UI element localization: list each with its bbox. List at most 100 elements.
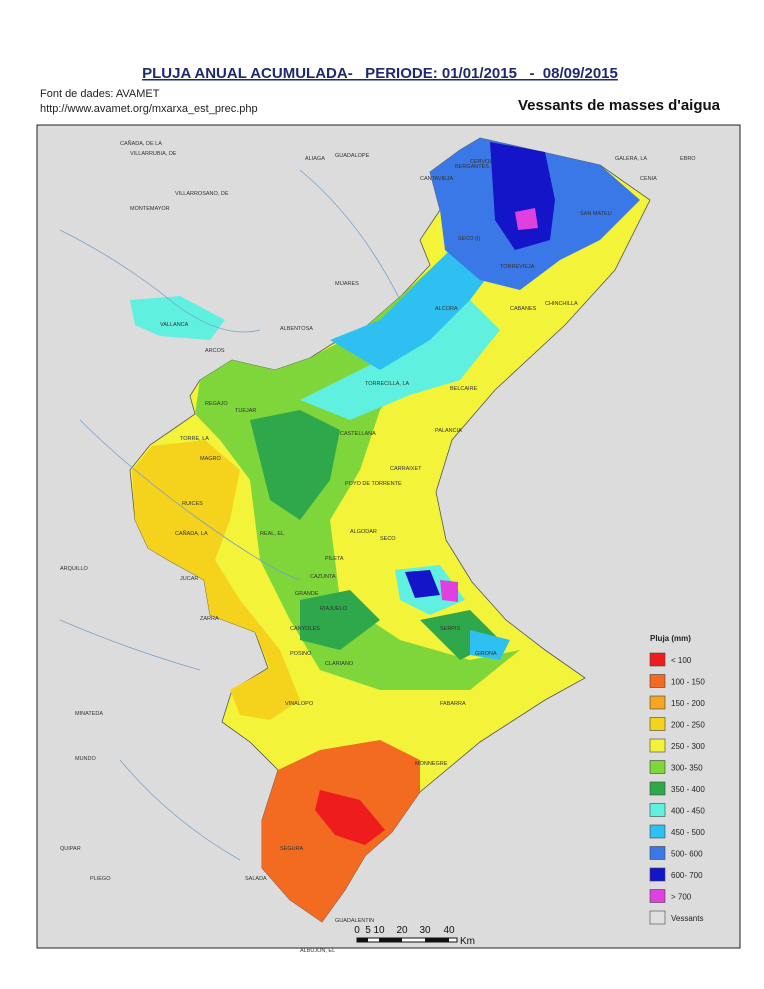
river	[79, 419, 301, 581]
place-label: ALBUJON, EL	[300, 948, 335, 954]
place-label: SECO (I)	[458, 236, 480, 242]
legend-label: 150 - 200	[671, 699, 705, 708]
place-label: VILLARROSANO, DE	[175, 191, 229, 197]
place-label: MUNDO	[75, 756, 96, 762]
place-label: CASTELLANA	[340, 431, 376, 437]
legend-swatch	[649, 652, 666, 667]
legend-label: 200 - 250	[671, 721, 705, 730]
legend-label: Vessants	[671, 914, 703, 923]
legend-label: 400 - 450	[671, 807, 705, 816]
place-label: ALCORA	[435, 306, 458, 312]
legend-label: 450 - 500	[671, 828, 705, 837]
place-label: CHINCHILLA	[545, 301, 578, 307]
rainfall-zone	[315, 790, 385, 845]
place-label: VILLARRUBIA, DE	[130, 151, 177, 157]
place-label: POYO DE TORRENTE	[345, 481, 402, 487]
place-label: TUEJAR	[235, 408, 256, 414]
place-label: GALERA, LA	[615, 156, 647, 162]
rainfall-zone	[130, 296, 500, 615]
scale-bar: 0 5 10 20 30 40 Km	[354, 925, 475, 947]
legend-label: 250 - 300	[671, 742, 705, 751]
place-label: TORRE, LA	[180, 436, 209, 442]
place-label: VINALOPO	[285, 701, 314, 707]
rivers	[59, 169, 401, 861]
place-label: TORRECILLA, LA	[365, 381, 410, 387]
place-label: BELCAIRE	[450, 386, 478, 392]
place-label: CANYOLES	[290, 626, 320, 632]
legend-label: 600- 700	[671, 871, 703, 880]
place-label: CANTAVIEJA	[420, 176, 453, 182]
place-label: VALLANCA	[160, 322, 189, 328]
scale-tick-label: 0	[354, 925, 360, 936]
legend-label: < 100	[671, 656, 692, 665]
rainfall-zone	[250, 410, 500, 660]
scale-tick-label: 30	[419, 925, 431, 936]
scale-tick-label: 10	[373, 925, 385, 936]
place-label: CARRAIXET	[390, 466, 422, 472]
rainfall-zone	[330, 240, 510, 660]
legend-label: > 700	[671, 893, 692, 902]
legend-swatch	[649, 781, 666, 796]
legend-label: 500- 600	[671, 850, 703, 859]
scale-bar-segment	[425, 938, 449, 942]
legend-label: 300- 350	[671, 764, 703, 773]
scale-tick-label: 40	[443, 925, 455, 936]
place-label: CERVOL	[470, 159, 493, 165]
legend-swatch	[649, 867, 666, 882]
place-label: CAÑADA, LA	[175, 530, 208, 537]
place-label: RUICES	[182, 501, 203, 507]
place-label: MONNEGRE	[415, 761, 448, 767]
place-label: SECO	[380, 536, 396, 542]
place-labels: CAÑADA, DE LA VILLARRUBIA, DE ALIAGA GUADAL…	[60, 140, 696, 954]
place-label: SAN MATEU	[580, 211, 612, 217]
rainfall-zone	[195, 260, 520, 690]
legend-swatch	[649, 760, 666, 774]
rainfall-zone	[405, 142, 555, 598]
place-label: GUADALOPE	[335, 153, 370, 159]
place-label: TORREVIEJA	[500, 264, 535, 270]
place-label: SEGURA	[280, 846, 304, 852]
place-label: ARCOS	[205, 348, 225, 354]
place-label: CENIA	[640, 176, 657, 182]
place-label: ZARRA	[200, 616, 219, 622]
place-label: RIAJUELO	[320, 606, 348, 612]
place-label: CAÑADA, DE LA	[120, 140, 162, 147]
legend-swatch	[649, 846, 666, 860]
river	[59, 619, 201, 671]
place-label: ALGODAR	[350, 529, 377, 535]
place-label: ARQUILLO	[60, 566, 89, 572]
place-label: PLIEGO	[90, 876, 111, 882]
place-label: MIJARES	[335, 281, 359, 287]
place-label: FABARRA	[440, 701, 466, 707]
legend-swatch	[649, 717, 666, 731]
place-label: PILETA	[325, 556, 344, 562]
title: PLUJA ANUAL ACUMULADA- PERIODE: 01/01/20…	[142, 65, 618, 82]
place-label: PALANCIA	[435, 428, 462, 434]
url: http://www.avamet.org/mxarxa_est_prec.ph…	[40, 103, 258, 115]
rainfall-zones	[129, 137, 651, 923]
scale-bar-segment	[357, 938, 368, 942]
legend-label: 350 - 400	[671, 785, 705, 794]
place-label: BERGANTES	[455, 164, 489, 170]
place-label: EBRO	[680, 156, 696, 162]
place-label: GIRONA	[475, 651, 497, 657]
legend-swatch	[649, 738, 666, 753]
place-label: CABANES	[510, 306, 537, 312]
river	[299, 169, 401, 301]
scale-unit: Km	[460, 936, 475, 947]
place-label: SERPIS	[440, 626, 461, 632]
place-label: MAGRO	[200, 456, 222, 462]
place-label: QUIPAR	[60, 846, 81, 852]
place-label: REGAJO	[205, 401, 228, 407]
place-label: POSINO	[290, 651, 312, 657]
legend-title: Pluja (mm)	[650, 634, 691, 643]
scale-bar-segment	[379, 938, 402, 942]
legend-label: 100 - 150	[671, 678, 705, 687]
legend-swatch	[649, 889, 666, 903]
place-label: REAL, EL	[260, 531, 284, 537]
place-label: JUCAR	[180, 576, 198, 582]
place-label: MINATEDA	[75, 711, 103, 717]
place-label: CAZUNTA	[310, 574, 336, 580]
